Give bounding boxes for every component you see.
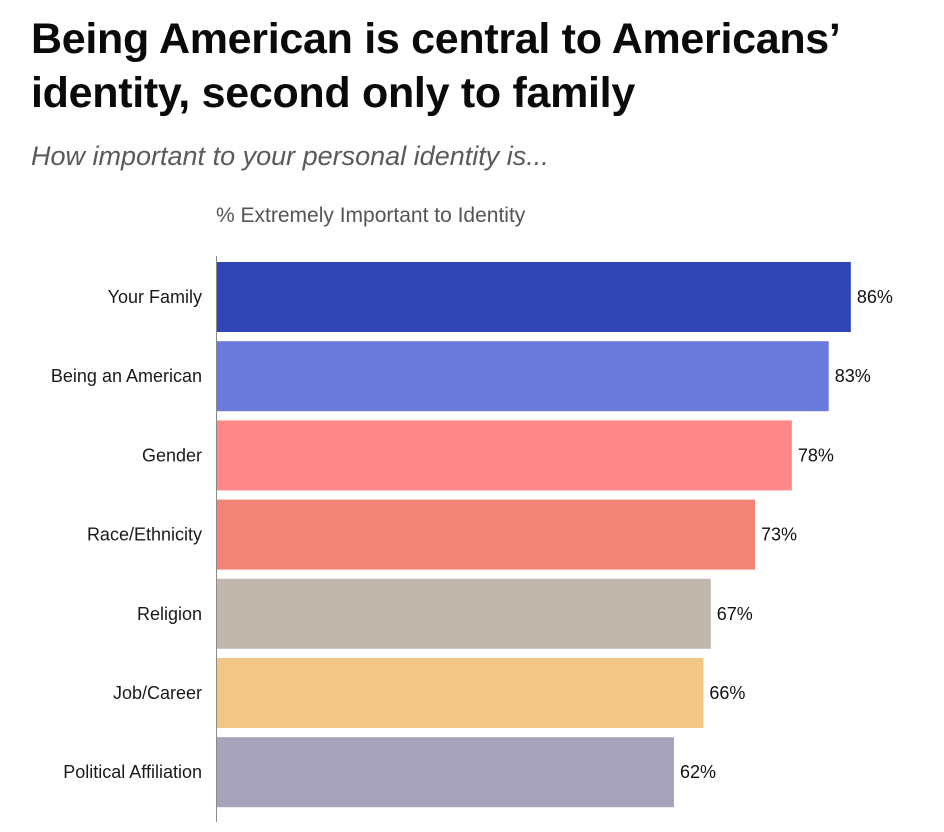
category-label: Race/Ethnicity [87, 525, 202, 545]
category-label: Political Affiliation [63, 762, 202, 782]
bar [217, 341, 829, 412]
bar [217, 578, 711, 649]
category-label: Your Family [108, 287, 202, 307]
axis-caption: % Extremely Important to Identity [216, 204, 526, 227]
value-label: 73% [761, 525, 797, 545]
value-label: 78% [798, 445, 834, 465]
chart-subtitle: How important to your personal identity … [31, 141, 549, 171]
bar [217, 658, 704, 728]
category-label: Gender [142, 445, 202, 465]
value-label: 83% [835, 366, 871, 386]
bar [217, 262, 851, 332]
category-label: Being an American [51, 366, 202, 386]
bar [217, 499, 756, 570]
value-label: 66% [709, 683, 745, 703]
bar [217, 737, 674, 808]
bars-layer: Your Family 86% Being an American 83% Gender… [51, 262, 893, 808]
chart-title: Being American is central to Americans’ … [31, 15, 839, 117]
category-label: Job/Career [113, 683, 202, 703]
category-label: Religion [137, 604, 202, 624]
value-label: 67% [717, 604, 753, 624]
bar [217, 420, 792, 491]
value-label: 62% [680, 762, 716, 782]
value-label: 86% [857, 287, 893, 307]
